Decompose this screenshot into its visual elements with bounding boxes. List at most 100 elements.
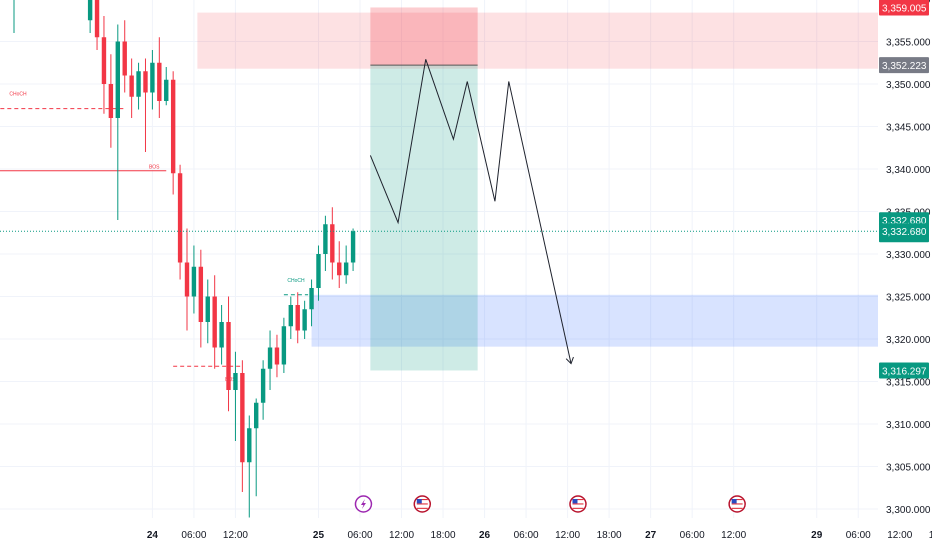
candle-body xyxy=(108,84,114,118)
event-icons-layer[interactable] xyxy=(354,495,746,513)
lightning-glyph xyxy=(360,499,366,509)
price-label-tag xyxy=(879,0,929,16)
time-axis[interactable]: 2:002406:0012:002506:0012:0018:002606:00… xyxy=(0,530,932,541)
y-tick-label: 3,300.000 xyxy=(886,505,931,516)
candle-body xyxy=(150,62,155,93)
projection-path-layer[interactable] xyxy=(369,59,574,365)
y-tick-label: 3,330.000 xyxy=(886,250,931,261)
price-label-text: 3,316.297 xyxy=(882,366,927,377)
y-tick-label: 3,305.000 xyxy=(886,463,931,474)
candle-body xyxy=(205,296,210,322)
candle-body xyxy=(316,254,321,288)
candle-body xyxy=(288,305,293,327)
candle-body xyxy=(164,79,169,101)
candles-layer xyxy=(13,0,356,518)
candle-body xyxy=(350,231,356,263)
candle-body xyxy=(122,41,127,76)
candle-body xyxy=(233,373,238,390)
zones-layer xyxy=(197,12,878,347)
x-tick-label: 06:00 xyxy=(680,530,705,541)
structure-label-bos: BOS xyxy=(149,165,160,171)
candle-body xyxy=(170,79,176,174)
demand-zone[interactable] xyxy=(311,294,878,347)
candle-body xyxy=(219,322,224,348)
x-tick-label: 12:00 xyxy=(389,530,414,541)
x-tick-label: 18:00 xyxy=(597,530,622,541)
flag-stripe xyxy=(731,507,743,509)
y-tick-label: 3,320.000 xyxy=(886,335,931,346)
position-target-zone[interactable] xyxy=(370,65,478,371)
candle-body xyxy=(177,173,183,263)
candle-body xyxy=(129,75,134,97)
candle-body xyxy=(87,0,93,21)
price-label-text: 3,332.680 xyxy=(882,227,927,238)
price-label-tag xyxy=(879,57,929,74)
candle-body xyxy=(184,262,190,297)
structure-label-choch: CHoCH xyxy=(9,92,27,98)
position-stop-zone[interactable] xyxy=(370,7,478,66)
candle-body xyxy=(295,305,300,331)
x-tick-label: 06:00 xyxy=(181,530,206,541)
x-tick-label: 26 xyxy=(479,530,491,541)
flag-stripe xyxy=(572,507,584,509)
price-axis-bg xyxy=(878,0,932,550)
flag-stripe xyxy=(731,503,743,505)
flag-stripe xyxy=(416,507,428,509)
structure-label-choch: CHoCH xyxy=(287,278,305,284)
flag-stripe xyxy=(572,499,584,501)
x-tick-label: 06:00 xyxy=(514,530,539,541)
price-label-text: 3,352.223 xyxy=(882,61,927,72)
candle-body xyxy=(101,37,107,84)
candle-body xyxy=(247,428,252,463)
candle-body xyxy=(212,296,217,348)
short-position-tool[interactable] xyxy=(370,7,478,371)
candle-body xyxy=(143,71,148,93)
candle-body xyxy=(115,41,120,118)
y-tick-label: 3,340.000 xyxy=(886,165,931,176)
flag-stripe xyxy=(572,501,584,503)
candle-body xyxy=(157,62,162,101)
flag-stripe xyxy=(731,501,743,503)
candle-body xyxy=(198,266,204,322)
y-tick-label: 3,325.000 xyxy=(886,293,931,304)
x-tick-label: 29 xyxy=(811,530,823,541)
x-tick-label: 12:00 xyxy=(887,530,912,541)
candle-body xyxy=(323,224,328,254)
price-axis[interactable]: 3,300.000 3,305.000 3,310.000 3,315.000 3,32… xyxy=(878,0,932,550)
x-tick-label: 12:00 xyxy=(223,530,248,541)
candle-body xyxy=(191,266,197,297)
x-tick-label: 24 xyxy=(147,530,159,541)
projection-path[interactable] xyxy=(369,59,572,364)
x-tick-label: 27 xyxy=(645,530,657,541)
x-tick-label: 06:00 xyxy=(846,530,871,541)
flag-canton xyxy=(416,499,422,504)
candle-body xyxy=(343,262,349,276)
candle-body xyxy=(260,368,266,403)
candle-body xyxy=(267,347,273,369)
candle-body xyxy=(136,71,141,97)
flag-stripe xyxy=(416,503,428,505)
candle-body xyxy=(240,373,245,463)
x-tick-label: 18:00 xyxy=(929,530,932,541)
x-tick-label: 12:00 xyxy=(721,530,746,541)
candle-body xyxy=(309,288,314,310)
price-label-text: 3,359.005 xyxy=(882,3,927,14)
flag-stripe xyxy=(731,499,743,501)
flag-stripe xyxy=(572,505,584,507)
candle-body xyxy=(337,262,342,276)
flag-canton xyxy=(572,499,578,504)
flag-stripe xyxy=(416,499,428,501)
y-tick-label: 3,310.000 xyxy=(886,420,931,431)
x-tick-label: 18:00 xyxy=(431,530,456,541)
candle-body xyxy=(330,224,335,263)
candle-body xyxy=(94,0,100,38)
y-tick-label: 3,350.000 xyxy=(886,80,931,91)
x-tick-label: 06:00 xyxy=(347,530,372,541)
x-tick-label: 12:00 xyxy=(555,530,580,541)
flag-stripe xyxy=(416,505,428,507)
y-tick-label: 3,355.000 xyxy=(886,38,931,49)
flag-stripe xyxy=(572,503,584,505)
supply-zone[interactable] xyxy=(197,12,878,69)
candle-body xyxy=(281,326,287,365)
